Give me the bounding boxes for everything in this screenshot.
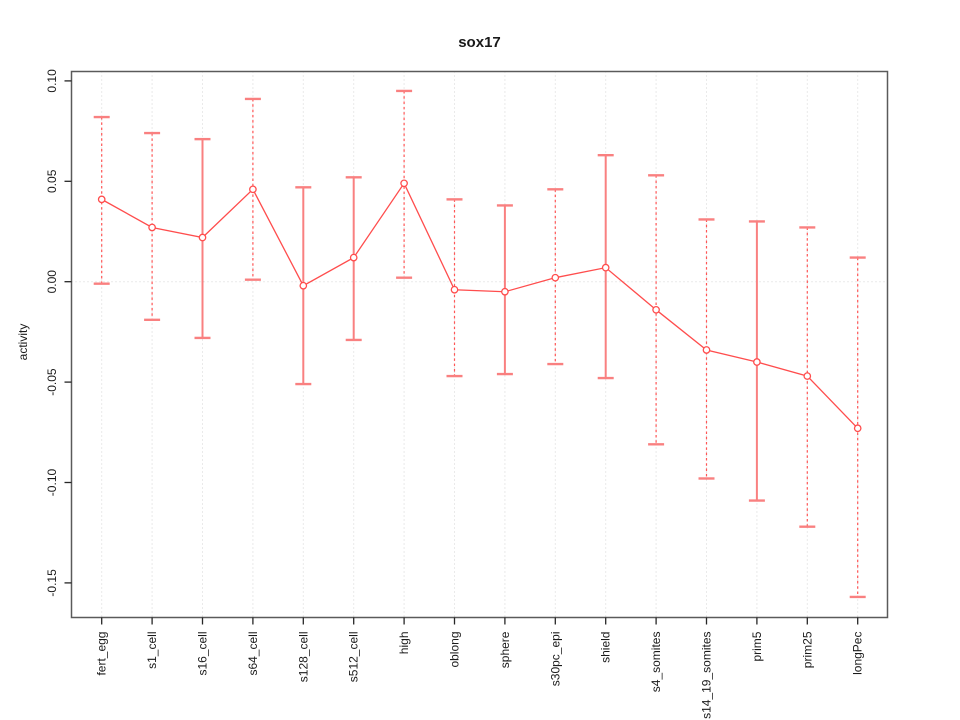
chart-title: sox17 [458,34,501,51]
frame-layer [64,70,889,625]
data-point-marker [501,287,509,296]
data-point-marker [601,263,610,272]
series-line [101,182,859,429]
x-tick-label: s64_cell [246,632,260,676]
x-tick-label: prim5 [750,631,764,661]
data-point-marker [551,273,560,282]
data-point-marker [249,185,257,194]
x-tick-label: prim25 [800,631,814,668]
x-tick-label: high [397,632,411,655]
data-point-marker [803,372,812,380]
y-tick-label: 0.00 [45,270,59,294]
data-point-marker [702,346,711,354]
data-point-marker [148,223,156,232]
plot-border [70,70,889,619]
data-point-marker [450,285,459,294]
series-layer [93,89,866,599]
x-tick-label: fert_egg [95,632,109,676]
data-point-marker [853,424,862,433]
y-tick-label: -0.15 [45,569,59,597]
x-tick-label: s16_cell [196,632,210,676]
x-tick-label: oblong [448,632,462,668]
label-layer: 0.10 0.05 0.00 -0.05 -0.10 -0.15 fert_egg s1_ce… [45,69,865,719]
data-point-marker [97,195,106,204]
x-tick-label: s30pc_epi [548,632,562,687]
y-tick-label: -0.10 [45,469,59,497]
data-point-marker [753,358,761,366]
x-tick-label: s14_19_somites [700,632,714,719]
x-tick-label: s512_cell [347,632,361,683]
x-tick-label: shield [599,632,613,663]
y-tick-label: -0.05 [45,368,59,396]
grid-layer [71,71,888,618]
y-axis-label: activity [16,324,30,361]
data-point-marker [299,281,308,290]
x-tick-label: sphere [498,631,512,668]
data-point-marker [652,305,660,314]
y-tick-label: 0.05 [45,169,59,193]
data-point-marker [400,179,408,188]
x-tick-label: s128_cell [296,632,310,683]
data-point-marker [198,233,207,242]
x-tick-label: longPec [851,632,865,675]
data-point-marker [349,253,358,262]
x-tick-label: s1_cell [145,632,159,669]
y-tick-label: 0.10 [45,69,59,93]
x-tick-label: s4_somites [649,632,663,693]
